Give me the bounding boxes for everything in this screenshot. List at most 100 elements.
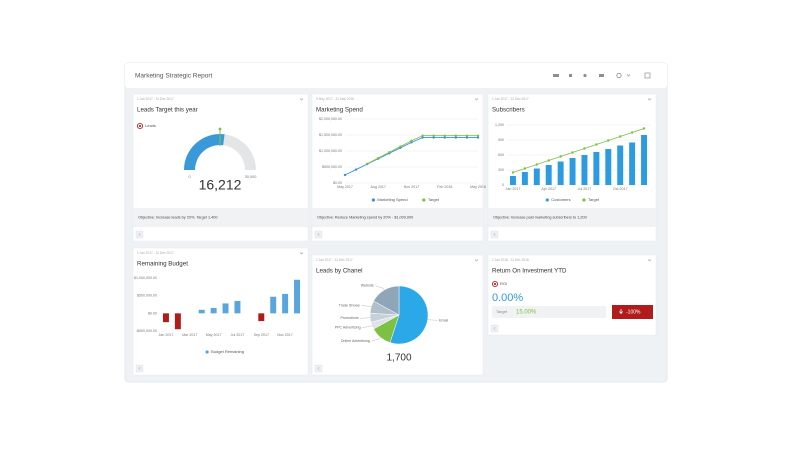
- bar: [222, 303, 229, 314]
- leader-line: [362, 325, 373, 328]
- series-point: [571, 151, 574, 154]
- widget-nav-button[interactable]: [135, 364, 144, 373]
- objective-text: Objective: Increase leads by 20%. Target…: [138, 216, 218, 220]
- legend-swatch: [371, 198, 375, 202]
- bar: [605, 149, 612, 185]
- tool-icon[interactable]: [553, 74, 559, 77]
- series-point: [432, 136, 435, 139]
- target-row: [492, 306, 606, 318]
- leader-line: [361, 305, 372, 308]
- series-point: [476, 134, 480, 137]
- bar: [641, 135, 648, 185]
- x-tick-label: May 2017: [337, 185, 353, 189]
- x-tick-label: Oct 2017: [613, 187, 628, 191]
- widget-menu[interactable]: [299, 98, 304, 101]
- bar: [270, 296, 277, 314]
- bar: [569, 158, 576, 185]
- bar: [210, 308, 217, 314]
- legend-swatch: [582, 198, 586, 202]
- widget-menu[interactable]: [474, 259, 479, 262]
- legend-icon: [493, 282, 497, 286]
- widget-menu[interactable]: [474, 98, 479, 101]
- x-tick-label: Nov 2017: [404, 185, 419, 189]
- series-point: [583, 147, 586, 150]
- bar: [557, 161, 564, 185]
- widget-title: Subscribers: [492, 107, 525, 114]
- series-point: [559, 155, 562, 158]
- series-point: [642, 127, 646, 130]
- tool-icon[interactable]: [616, 72, 622, 79]
- dashboard-title: Marketing Strategic Report: [135, 73, 213, 80]
- leader-line: [427, 319, 438, 321]
- series-point: [377, 156, 380, 160]
- series-point: [354, 168, 358, 171]
- y-tick-label: 1,200: [495, 123, 504, 127]
- bar: [593, 152, 600, 185]
- series-point: [454, 134, 458, 137]
- widget-title: Leads Target this year: [137, 107, 198, 114]
- pie-label: Email: [439, 318, 448, 322]
- legend-label: Leads: [145, 123, 156, 128]
- series-line: [512, 128, 645, 173]
- series-point: [523, 167, 527, 170]
- legend-swatch: [422, 198, 426, 202]
- series-point: [443, 136, 446, 139]
- y-tick-label: $0.00: [148, 311, 157, 315]
- widget-title: Leads by Chanel: [316, 268, 362, 275]
- bar: [545, 165, 552, 185]
- tool-icon[interactable]: [644, 72, 651, 79]
- legend-label: Marketing Spend: [377, 197, 407, 202]
- series-point: [630, 131, 634, 134]
- tool-icon[interactable]: [583, 73, 587, 78]
- widget-subtitle: 1 Jan 2017 - 31 Dec 2017: [137, 97, 174, 101]
- bar: [234, 300, 241, 314]
- x-tick-label: Jul 2017: [578, 187, 592, 191]
- gauge-tick-label: 0: [188, 175, 190, 179]
- tool-icon[interactable]: [599, 74, 604, 77]
- change-badge: [612, 305, 653, 319]
- leader-line: [375, 285, 385, 291]
- series-point: [595, 143, 598, 146]
- bar: [282, 293, 289, 314]
- bar: [581, 155, 588, 185]
- series-point: [388, 151, 391, 154]
- change-value: -100%: [626, 309, 641, 315]
- tool-icon[interactable]: [626, 74, 631, 77]
- series-point: [343, 173, 347, 177]
- x-tick-label: Jan 2017: [159, 333, 174, 337]
- series-point: [421, 134, 424, 137]
- widget-menu[interactable]: [647, 259, 652, 262]
- series-point: [607, 139, 610, 142]
- pie-label: Trade Shows: [339, 303, 360, 307]
- widget-menu[interactable]: [299, 252, 304, 255]
- tool-icon[interactable]: [569, 74, 572, 77]
- pie-label: Promotions: [340, 316, 358, 320]
- pie-label: Online Advertising: [341, 339, 370, 343]
- widget-subtitle: 1 Jan 2017 - 31 Dec 2017: [316, 258, 353, 262]
- widget-title: Return On Investment YTD: [492, 268, 567, 275]
- series-point: [365, 162, 369, 165]
- legend-label: ROI: [500, 281, 507, 286]
- y-tick-label: $0.00: [333, 181, 342, 185]
- widget-nav-button[interactable]: [314, 364, 323, 373]
- widget-menu[interactable]: [647, 98, 652, 101]
- series-point: [511, 171, 515, 174]
- y-tick-label: $500,000.00: [322, 165, 342, 169]
- bar: [629, 142, 636, 185]
- widget-nav-button[interactable]: [490, 230, 499, 239]
- x-tick-label: Aug 2017: [371, 185, 386, 189]
- bar: [509, 176, 516, 185]
- series-point: [535, 163, 538, 166]
- y-tick-label: $1,000,000.00: [319, 149, 342, 153]
- widget-subtitle: 5 May 2017 - 31 May 2018: [316, 97, 354, 101]
- widget-subtitle: 1 Jan 2017 - 31 Dec 2017: [492, 97, 529, 101]
- series-point: [465, 134, 469, 137]
- widget-nav-button[interactable]: [314, 230, 323, 239]
- y-tick-label: -$500,000.00: [136, 329, 157, 333]
- widget-nav-arrow: [317, 232, 320, 237]
- widget-nav-arrow: [493, 232, 496, 237]
- widget-subtitle: 1 Jan 2018 - 31 Dec 2018: [492, 258, 529, 262]
- widget-nav-button[interactable]: [135, 230, 144, 239]
- widget-nav-button[interactable]: [490, 324, 499, 333]
